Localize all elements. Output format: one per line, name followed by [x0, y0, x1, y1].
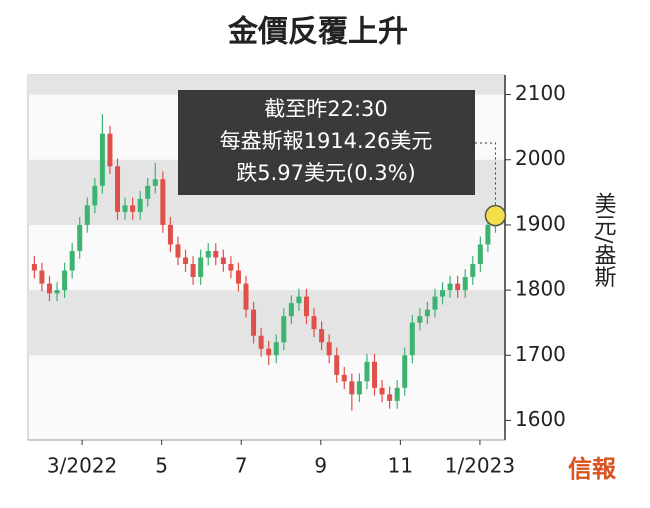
- candle-body: [387, 394, 393, 401]
- x-tick-label: 7: [235, 454, 248, 478]
- candle-body: [311, 316, 317, 330]
- candle-body: [447, 283, 453, 291]
- candle-body: [228, 264, 234, 271]
- candle-body: [296, 296, 302, 304]
- y-tick-label: 1900: [515, 211, 566, 235]
- annotation-text: 每盎斯報1914.26美元: [220, 129, 433, 153]
- candle-body: [46, 283, 52, 294]
- candle-body: [364, 361, 370, 382]
- candle-body: [235, 270, 241, 284]
- candle-body: [130, 205, 136, 212]
- candle-body: [432, 296, 438, 310]
- candle-body: [349, 381, 355, 395]
- y-tick-label: 1600: [515, 407, 566, 431]
- annotation-text: 跌5.97美元(0.3%): [236, 161, 416, 185]
- x-tick-label: 1/2023: [445, 454, 515, 478]
- highlight-marker: [484, 204, 507, 227]
- candle-body: [288, 303, 294, 317]
- candle-body: [107, 133, 113, 167]
- candle-body: [356, 381, 362, 395]
- candle-body: [99, 133, 105, 186]
- annotation-text: 截至昨22:30: [264, 97, 388, 121]
- candle-body: [394, 387, 400, 401]
- candle-body: [470, 264, 476, 278]
- candle-body: [137, 198, 143, 212]
- candle-body: [319, 329, 325, 343]
- candle-body: [77, 224, 83, 251]
- chart-title: 金價反覆上升: [227, 15, 408, 50]
- candle-body: [198, 257, 204, 278]
- candle-body: [266, 348, 272, 356]
- candle-body: [341, 374, 347, 382]
- candle-body: [402, 355, 408, 388]
- candle-body: [183, 257, 189, 265]
- band: [28, 75, 505, 95]
- candle-body: [69, 250, 75, 271]
- candle-body: [115, 166, 121, 212]
- candle-body: [334, 355, 340, 375]
- y-tick-label: 1700: [515, 342, 566, 366]
- candle-body: [205, 250, 211, 258]
- source-logo: 信報: [568, 455, 617, 483]
- y-tick-label: 2000: [515, 146, 566, 170]
- candle-body: [409, 322, 415, 356]
- candle-body: [485, 224, 491, 245]
- leader-line: [475, 142, 496, 206]
- candle-body: [273, 342, 279, 356]
- candle-body: [303, 296, 309, 317]
- candle-body: [281, 316, 287, 343]
- candle-body: [190, 264, 196, 278]
- band: [28, 290, 505, 356]
- x-tick-label: 11: [388, 454, 413, 478]
- candle-body: [417, 316, 423, 323]
- candle-body: [39, 270, 45, 284]
- candle-body: [220, 257, 226, 265]
- candle-body: [462, 277, 468, 291]
- y-tick-label: 1800: [515, 277, 566, 301]
- candle-body: [251, 309, 257, 336]
- candle-body: [160, 179, 166, 225]
- candle-body: [326, 342, 332, 356]
- x-tick-label: 9: [314, 454, 327, 478]
- candle-body: [477, 244, 483, 265]
- annotation-box: [178, 90, 475, 195]
- candle-body: [167, 224, 173, 245]
- candle-body: [31, 264, 37, 271]
- candle-body: [243, 283, 249, 310]
- x-tick-label: 5: [155, 454, 168, 478]
- candle-body: [455, 283, 461, 291]
- y-tick-label: 2100: [515, 81, 566, 105]
- candle-body: [258, 335, 264, 349]
- candle-body: [62, 270, 68, 291]
- candle-body: [145, 185, 151, 199]
- x-tick-label: 3/2022: [47, 454, 117, 478]
- candle-body: [440, 290, 446, 297]
- candle-body: [379, 387, 385, 395]
- candle-body: [84, 205, 90, 225]
- y-axis-label: 美元/盎斯: [591, 192, 617, 288]
- candle-body: [92, 185, 98, 206]
- candle-body: [213, 250, 219, 258]
- candle-body: [175, 244, 181, 258]
- candle-body: [372, 361, 378, 388]
- candle-body: [122, 205, 128, 212]
- candle-body: [54, 290, 60, 294]
- candle-body: [152, 179, 158, 186]
- candle-body: [424, 309, 430, 317]
